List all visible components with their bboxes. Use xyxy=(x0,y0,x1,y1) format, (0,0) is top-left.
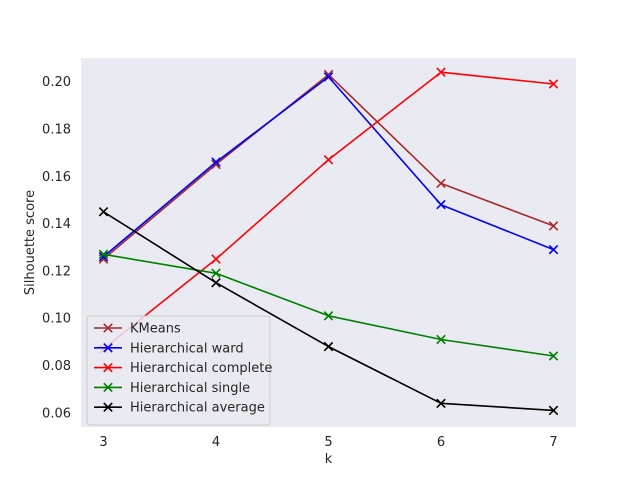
data-point xyxy=(323,341,334,352)
legend-label: KMeans xyxy=(130,322,181,337)
x-tick-label: 3 xyxy=(99,435,107,450)
legend-entry-hierarchical-ward: Hierarchical ward xyxy=(94,341,244,356)
y-tick-label: 0.10 xyxy=(42,312,71,327)
data-point xyxy=(548,221,559,231)
series-kmeans xyxy=(98,69,559,264)
data-point xyxy=(436,178,446,189)
x-tick-label: 5 xyxy=(324,435,332,450)
legend-marker xyxy=(103,343,113,353)
legend-marker xyxy=(103,362,113,373)
series-hierarchical-average xyxy=(98,206,559,416)
x-tick-label: 6 xyxy=(437,435,445,450)
data-point xyxy=(323,154,334,165)
y-tick-label: 0.16 xyxy=(42,170,71,185)
data-point xyxy=(548,405,559,416)
data-point xyxy=(436,398,446,409)
legend-marker xyxy=(103,402,113,412)
y-tick-label: 0.18 xyxy=(42,122,71,137)
data-point xyxy=(323,72,334,82)
legend-label: Hierarchical ward xyxy=(130,341,244,356)
data-point xyxy=(436,199,446,210)
y-axis-ticks: 0.06 0.08 0.10 0.12 0.14 0.16 0.18 0.20 xyxy=(42,75,71,421)
y-tick-label: 0.20 xyxy=(42,75,71,90)
legend-entry-hierarchical-complete: Hierarchical complete xyxy=(94,361,272,376)
series-hierarchical-single xyxy=(98,249,559,361)
data-point xyxy=(211,254,221,264)
data-point xyxy=(98,251,109,262)
data-point xyxy=(211,268,221,279)
legend-entry-hierarchical-single: Hierarchical single xyxy=(94,381,250,396)
x-tick-label: 4 xyxy=(212,435,220,450)
legend-label: Hierarchical average xyxy=(130,401,265,416)
data-point xyxy=(211,157,221,167)
data-point xyxy=(98,206,109,217)
x-tick-label: 7 xyxy=(549,435,557,450)
data-point xyxy=(211,159,221,170)
legend-label: Hierarchical single xyxy=(130,381,250,396)
data-point xyxy=(211,277,221,288)
x-axis-ticks: 3 4 5 6 7 xyxy=(99,435,557,450)
y-tick-label: 0.06 xyxy=(42,406,71,421)
legend-entry-kmeans: KMeans xyxy=(94,322,181,337)
data-point xyxy=(548,244,559,255)
legend-entry-hierarchical-average: Hierarchical average xyxy=(94,401,265,416)
data-point xyxy=(436,334,446,345)
y-tick-label: 0.12 xyxy=(42,264,71,279)
y-tick-label: 0.08 xyxy=(42,359,71,374)
series-layer xyxy=(98,67,559,416)
series-hierarchical-ward xyxy=(98,72,559,262)
legend-marker xyxy=(103,382,113,393)
data-point xyxy=(323,69,334,80)
legend-label: Hierarchical complete xyxy=(130,361,272,376)
data-point xyxy=(323,311,334,321)
data-point xyxy=(436,67,446,77)
data-point xyxy=(98,249,109,260)
legend: KMeans Hierarchical ward Hierarchical comp… xyxy=(86,315,272,426)
x-axis-label: k xyxy=(325,452,333,467)
y-tick-label: 0.14 xyxy=(42,217,71,232)
legend-frame xyxy=(86,315,271,426)
y-axis-label: Silhouette score xyxy=(23,190,38,295)
legend-marker xyxy=(103,323,113,333)
data-point xyxy=(548,351,559,361)
data-point xyxy=(548,79,559,89)
